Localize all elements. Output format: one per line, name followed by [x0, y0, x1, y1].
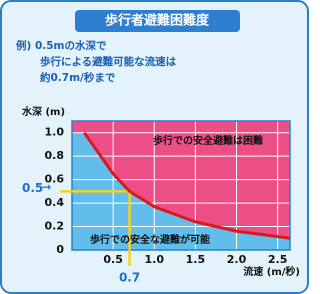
annotation: 歩行での安全な避難が可能: [90, 233, 210, 246]
x-tick-label: 2.0: [227, 253, 247, 266]
marker-arrow: →: [42, 180, 51, 193]
annotation: 歩行での安全避難は困難: [153, 134, 263, 147]
y-tick-label: 0: [56, 243, 64, 256]
marker-x-label: 0.7: [119, 271, 140, 285]
chart-title: 歩行者避難困難度: [105, 13, 210, 29]
chart: 歩行者避難困難度 例) 0.5mの水深で 歩行による避難可能な流速は 約0.7m…: [0, 0, 309, 294]
y-tick-label: 0.8: [45, 149, 65, 162]
x-axis-label: 流速 (m/秒): [243, 265, 300, 278]
x-tick-label: 1.0: [145, 253, 165, 266]
y-axis-label: 水深 (m): [21, 105, 65, 118]
example-text: 歩行による避難可能な流速は: [40, 55, 177, 68]
marker-y-label: 0.5: [22, 181, 43, 195]
x-tick-label: 0.5: [103, 253, 123, 266]
x-tick-label: 2.5: [268, 253, 288, 266]
y-tick-label: 0.4: [45, 196, 65, 209]
x-tick-label: 1.5: [186, 253, 206, 266]
y-tick-label: 1.0: [45, 126, 65, 139]
example-text: 約0.7m/秒まで: [40, 71, 116, 84]
example-text: 例) 0.5mの水深で: [16, 39, 107, 52]
y-tick-label: 0.2: [45, 220, 65, 233]
